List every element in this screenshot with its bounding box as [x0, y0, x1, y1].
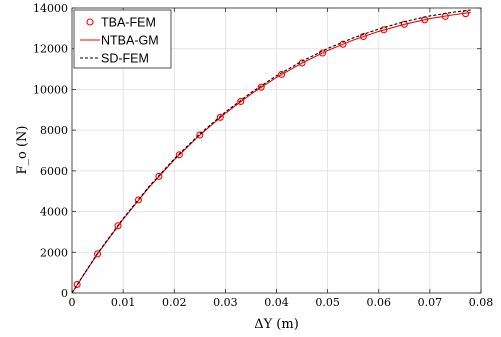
x-tick-label: 0.01	[111, 296, 136, 309]
y-tick-label: 6000	[40, 165, 68, 178]
x-tick-label: 0	[69, 296, 76, 309]
y-tick-label: 4000	[40, 206, 68, 219]
y-tick-label: 14000	[33, 2, 68, 15]
data-point-tba-fem	[359, 32, 367, 41]
data-point-tba-fem	[318, 49, 327, 57]
x-tick-label: 0.04	[264, 296, 289, 309]
data-point-tba-fem	[216, 113, 224, 121]
x-tick-label: 0.03	[213, 296, 238, 309]
data-point-tba-fem	[134, 196, 143, 204]
legend: TBA-FEM NTBA-GM SD-FEM	[73, 9, 172, 69]
data-point-tba-fem	[278, 70, 286, 78]
data-point-tba-fem	[380, 26, 388, 34]
series-layer	[71, 9, 471, 294]
y-tick-label: 12000	[33, 43, 68, 56]
series-line-sd-fem	[71, 9, 471, 294]
y-axis-title: F_o (N)	[15, 126, 30, 175]
y-axis-ticks: 0 2000 4000 6000 8000 10000 12000 14000	[33, 2, 481, 300]
data-point-tba-fem	[114, 222, 122, 230]
x-tick-label: 0.07	[418, 296, 443, 309]
legend-marker-tba-fem	[86, 18, 94, 26]
x-axis-title: ΔY (m)	[254, 317, 299, 332]
x-tick-label: 0.02	[162, 296, 187, 309]
data-point-tba-fem	[175, 151, 183, 159]
x-tick-label: 0.06	[367, 296, 392, 309]
y-tick-label: 10000	[33, 83, 68, 96]
data-point-tba-fem	[155, 172, 163, 180]
data-point-tba-fem	[73, 280, 81, 289]
x-axis-ticks: 0 0.01 0.02 0.03 0.04 0.05 0.06 0.07 0.08	[69, 8, 494, 309]
y-tick-label: 0	[61, 287, 68, 300]
data-point-tba-fem	[196, 131, 204, 139]
data-point-tba-fem	[237, 97, 245, 105]
data-point-tba-fem	[339, 40, 347, 48]
data-point-tba-fem	[94, 250, 102, 258]
y-tick-label: 2000	[40, 246, 68, 259]
x-tick-label: 0.05	[315, 296, 340, 309]
legend-label-sd-fem: SD-FEM	[101, 52, 149, 66]
data-point-tba-fem	[257, 83, 265, 91]
legend-label-tba-fem: TBA-FEM	[101, 16, 156, 30]
legend-label-ntba-gm: NTBA-GM	[101, 34, 159, 48]
x-tick-label: 0.08	[469, 296, 494, 309]
y-tick-label: 8000	[40, 124, 68, 137]
